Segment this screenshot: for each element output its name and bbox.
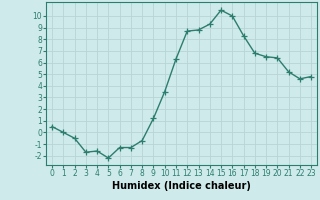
X-axis label: Humidex (Indice chaleur): Humidex (Indice chaleur) [112,181,251,191]
